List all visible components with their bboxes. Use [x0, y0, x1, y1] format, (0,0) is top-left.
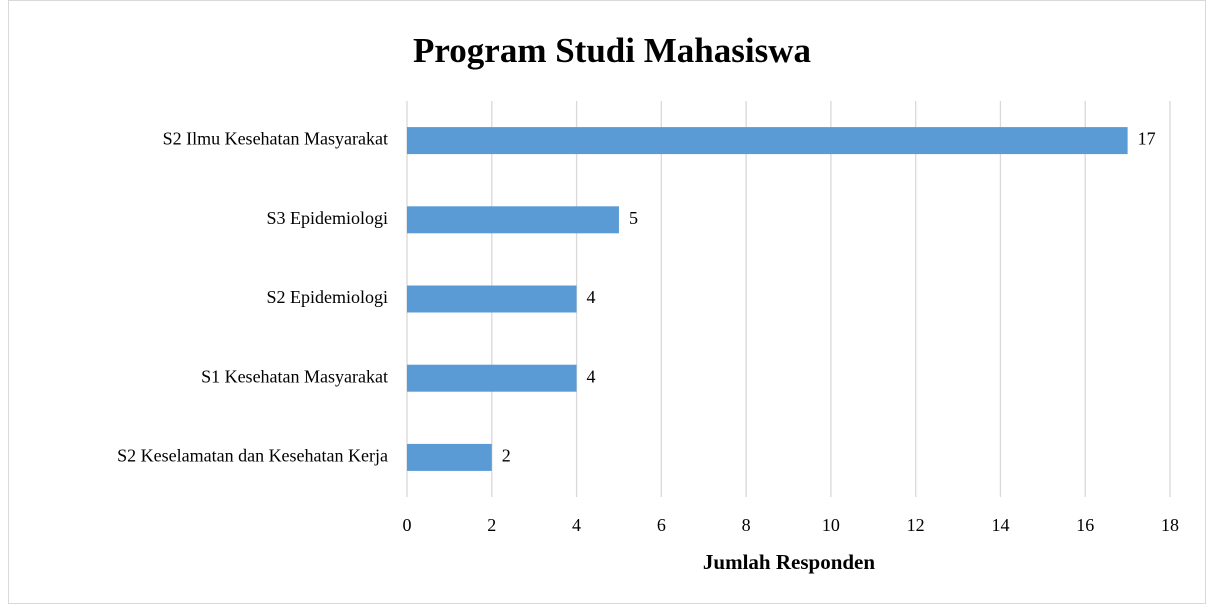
x-tick-label: 10	[822, 515, 840, 535]
y-tick-label: S2 Epidemiologi	[267, 287, 389, 307]
bar	[407, 443, 492, 471]
data-label: 4	[587, 366, 596, 386]
bar	[407, 285, 577, 313]
x-tick-label: 8	[742, 515, 751, 535]
x-tick-label: 16	[1076, 515, 1094, 535]
x-axis-label: Jumlah Responden	[703, 550, 875, 574]
x-tick-label: 6	[657, 515, 666, 535]
x-tick-label: 14	[991, 515, 1009, 535]
chart-title: Program Studi Mahasiswa	[413, 31, 811, 70]
y-tick-label: S3 Epidemiologi	[267, 208, 389, 228]
y-tick-label: S1 Kesehatan Masyarakat	[201, 366, 388, 386]
y-tick-label: S2 Keselamatan dan Kesehatan Kerja	[117, 446, 388, 466]
x-tick-label: 12	[907, 515, 925, 535]
chart-border	[8, 0, 1206, 604]
x-tick-label: 2	[487, 515, 496, 535]
bar	[407, 206, 619, 234]
y-tick-label: S2 Ilmu Kesehatan Masyarakat	[163, 129, 388, 149]
data-label: 5	[629, 208, 638, 228]
data-label: 17	[1138, 129, 1156, 149]
data-label: 4	[587, 287, 596, 307]
x-tick-label: 4	[572, 515, 581, 535]
bar	[407, 364, 577, 392]
x-tick-label: 18	[1161, 515, 1179, 535]
bar	[407, 127, 1128, 155]
x-tick-label: 0	[403, 515, 412, 535]
data-label: 2	[502, 446, 511, 466]
